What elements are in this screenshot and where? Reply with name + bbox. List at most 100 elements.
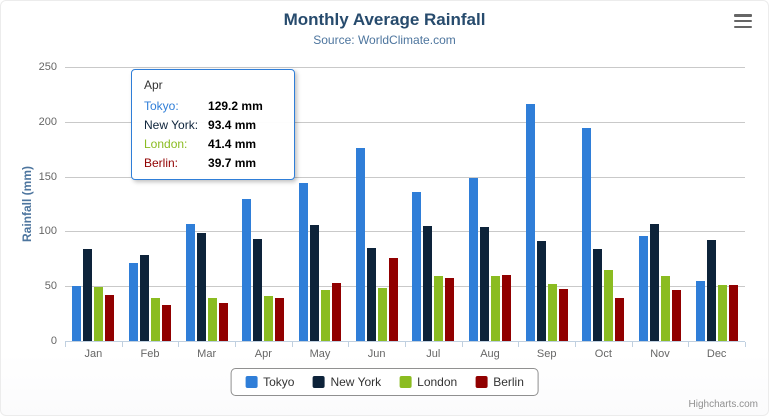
bar-berlin-jun[interactable]: [388, 258, 398, 341]
bar-london-jun[interactable]: [377, 288, 387, 341]
hamburger-line: [734, 25, 752, 28]
bar-tokyo-mar[interactable]: [185, 224, 195, 341]
bar-tokyo-may[interactable]: [299, 183, 308, 341]
bar-new-york-aug[interactable]: [480, 226, 489, 341]
legend-label: Tokyo: [263, 375, 295, 389]
bar-new-york-jul[interactable]: [423, 225, 433, 341]
x-axis-label: Mar: [197, 348, 217, 360]
x-axis-label: Nov: [650, 348, 670, 360]
bar-london-mar[interactable]: [207, 297, 217, 341]
bar-tokyo-feb[interactable]: [129, 262, 138, 341]
hamburger-line: [734, 19, 752, 23]
legend-item-london[interactable]: London: [399, 375, 457, 389]
chart-subtitle: Source: WorldClimate.com: [313, 33, 456, 47]
x-axis-label: Jul: [426, 348, 441, 360]
tooltip-series-value: 93.4 mm: [208, 118, 257, 132]
bar-berlin-nov[interactable]: [672, 289, 681, 341]
tooltip-series-value: 41.4 mm: [208, 137, 257, 151]
bar-london-dec[interactable]: [717, 284, 727, 341]
x-axis-label: Jan: [84, 348, 103, 360]
bar-tokyo-jul[interactable]: [412, 192, 422, 341]
bar-london-jul[interactable]: [434, 276, 444, 341]
x-axis-tick: [518, 342, 520, 347]
bar-london-apr[interactable]: [264, 295, 274, 341]
credits-link[interactable]: Highcharts.com: [688, 399, 758, 410]
bar-new-york-nov[interactable]: [650, 224, 659, 341]
bar-tokyo-apr[interactable]: [242, 199, 252, 341]
x-axis-tick: [631, 342, 633, 347]
bar-new-york-apr[interactable]: [253, 238, 263, 341]
bar-tokyo-oct[interactable]: [582, 128, 592, 341]
legend-label: New York: [330, 375, 382, 389]
bar-new-york-jun[interactable]: [366, 248, 376, 341]
bar-london-aug[interactable]: [491, 275, 500, 341]
tooltip-series-name: Tokyo:: [144, 99, 179, 113]
bar-new-york-may[interactable]: [310, 224, 319, 341]
bar-london-may[interactable]: [321, 289, 330, 341]
tooltip-series-name: London:: [144, 137, 188, 151]
x-axis-tick: [121, 342, 123, 347]
tooltip-rows: Tokyo: 129.2 mm New York: 93.4 mm London: 41.…: [144, 99, 282, 170]
tooltip-series-name: Berlin:: [144, 156, 179, 170]
bar-berlin-may[interactable]: [332, 283, 341, 341]
x-axis-tick: [575, 342, 576, 347]
legend-item-berlin[interactable]: Berlin: [475, 375, 524, 389]
bar-berlin-mar[interactable]: [218, 303, 228, 341]
x-axis-tick: [291, 342, 293, 347]
bar-tokyo-aug[interactable]: [469, 178, 478, 341]
chart-title: Monthly Average Rainfall: [283, 10, 486, 29]
tooltip-series-value: 129.2 mm: [208, 99, 263, 113]
bar-new-york-jan[interactable]: [83, 249, 93, 341]
bar-berlin-feb[interactable]: [162, 304, 171, 341]
legend-symbol: [245, 376, 258, 388]
plot-area: [65, 67, 745, 342]
legend-item-new-york[interactable]: New York: [312, 375, 381, 389]
bar-new-york-sep[interactable]: [536, 241, 546, 341]
x-axis-tick: [405, 342, 406, 347]
bar-tokyo-jun[interactable]: [355, 148, 365, 341]
bar-tokyo-dec[interactable]: [695, 281, 705, 341]
gridline: [65, 67, 745, 68]
bar-berlin-oct[interactable]: [615, 298, 625, 341]
bar-new-york-mar[interactable]: [196, 233, 206, 341]
bar-london-sep[interactable]: [547, 283, 557, 341]
x-axis-label: May: [309, 348, 331, 360]
export-menu-icon[interactable]: [734, 14, 752, 28]
x-axis-label: Sep: [536, 348, 557, 360]
gridline: [65, 121, 745, 123]
legend: Tokyo New York London Berlin: [230, 368, 539, 396]
gridline: [65, 176, 745, 178]
bar-new-york-feb[interactable]: [140, 254, 149, 341]
bar-new-york-dec[interactable]: [706, 239, 716, 341]
bar-new-york-oct[interactable]: [593, 249, 603, 341]
tooltip-header: Apr: [144, 78, 163, 92]
bar-berlin-aug[interactable]: [502, 274, 511, 341]
legend-label: Berlin: [493, 375, 524, 389]
bar-london-nov[interactable]: [661, 276, 670, 341]
bar-berlin-jan[interactable]: [105, 294, 115, 341]
y-axis-label: 200: [38, 115, 57, 128]
y-axis-label: 0: [50, 335, 57, 347]
bar-london-oct[interactable]: [604, 269, 614, 341]
bar-tokyo-jan[interactable]: [72, 286, 82, 341]
gridline: [65, 286, 745, 288]
x-axis-tick: [235, 342, 236, 347]
x-axis-tick: [178, 342, 180, 347]
tooltip-series-name: New York:: [144, 118, 199, 132]
bar-berlin-apr[interactable]: [275, 297, 285, 341]
bar-tokyo-nov[interactable]: [639, 236, 648, 341]
bar-berlin-dec[interactable]: [728, 285, 738, 341]
gridline: [65, 231, 745, 233]
x-axis-tick: [65, 342, 66, 347]
bar-london-feb[interactable]: [151, 298, 160, 341]
bar-london-jan[interactable]: [94, 287, 104, 341]
bar-berlin-jul[interactable]: [445, 278, 455, 341]
bar-tokyo-sep[interactable]: [525, 103, 535, 341]
legend-item-tokyo[interactable]: Tokyo: [245, 375, 294, 389]
x-axis-label: Feb: [140, 348, 160, 360]
x-axis-tick: [461, 342, 463, 347]
y-axis-label: 250: [38, 61, 57, 73]
bar-berlin-sep[interactable]: [558, 288, 568, 341]
legend-symbol: [312, 376, 325, 388]
